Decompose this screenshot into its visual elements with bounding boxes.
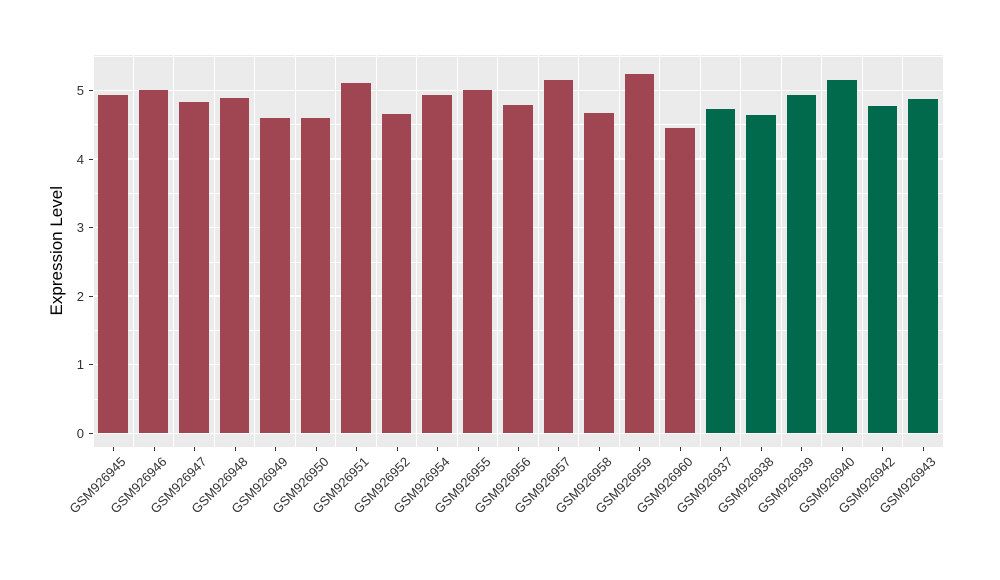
gridline-v — [92, 55, 94, 447]
gridline-major-h — [93, 89, 943, 91]
gridline-v — [659, 55, 661, 447]
bar-GSM926949 — [260, 118, 290, 433]
gridline-v — [132, 55, 134, 447]
gridline-v — [335, 55, 337, 447]
gridline-v — [740, 55, 742, 447]
x-tick-mark — [841, 447, 843, 451]
y-tick-label: 2 — [76, 288, 84, 304]
gridline-v — [497, 55, 499, 447]
bar-GSM926954 — [422, 94, 452, 433]
y-tick-label: 0 — [76, 426, 84, 441]
x-tick-mark — [315, 447, 317, 451]
y-tick-label: 1 — [76, 357, 84, 373]
bar-GSM926947 — [179, 102, 209, 433]
y-tick-mark — [89, 364, 93, 366]
y-axis-title: Expression Level — [44, 55, 70, 447]
bar-GSM926942 — [867, 106, 898, 433]
plot-panel — [92, 55, 944, 447]
bar-GSM926940 — [827, 80, 857, 433]
y-tick-label: 4 — [76, 151, 84, 167]
y-tick-mark — [89, 295, 93, 297]
x-tick-mark — [396, 447, 398, 451]
bar-GSM926946 — [138, 90, 169, 433]
gridline-v — [821, 55, 823, 447]
x-tick-mark — [598, 447, 600, 451]
gridline-v — [537, 55, 539, 447]
bar-GSM926950 — [300, 118, 331, 433]
gridline-v — [254, 55, 256, 447]
bar-GSM926948 — [219, 98, 250, 433]
gridline-minor-h — [93, 55, 943, 57]
x-tick-mark — [234, 447, 236, 451]
y-tick-mark — [89, 158, 93, 160]
y-tick-mark — [89, 433, 93, 434]
bar-GSM926959 — [624, 74, 655, 433]
bar-GSM926952 — [381, 114, 412, 433]
bar-GSM926939 — [786, 95, 817, 433]
x-tick-mark — [275, 447, 277, 451]
x-tick-mark — [801, 447, 803, 451]
x-tick-mark — [882, 447, 884, 451]
y-tick-mark — [89, 90, 93, 91]
bar-GSM926958 — [584, 112, 614, 433]
x-tick-mark — [113, 447, 115, 451]
gridline-major-h — [93, 432, 943, 434]
bar-GSM926943 — [907, 98, 938, 433]
y-tick-mark — [89, 227, 93, 229]
gridline-v — [294, 55, 296, 447]
y-tick-label: 5 — [76, 83, 84, 98]
bar-GSM926956 — [503, 105, 533, 433]
bar-GSM926955 — [462, 90, 493, 433]
bar-GSM926945 — [98, 94, 128, 433]
gridline-v — [375, 55, 377, 447]
gridline-v — [173, 55, 175, 447]
x-tick-mark — [437, 447, 439, 451]
gridline-v — [456, 55, 458, 447]
x-tick-mark — [922, 447, 924, 451]
gridline-v — [699, 55, 701, 447]
x-tick-mark — [194, 447, 196, 451]
x-tick-mark — [639, 447, 641, 451]
x-tick-mark — [720, 447, 722, 451]
gridline-v — [213, 55, 215, 447]
bar-GSM926937 — [705, 109, 736, 433]
bar-GSM926938 — [746, 115, 776, 433]
gridline-v — [861, 55, 863, 447]
gridline-v — [416, 55, 418, 447]
x-tick-mark — [518, 447, 519, 451]
x-tick-mark — [760, 447, 762, 451]
x-tick-mark — [153, 447, 155, 451]
x-tick-mark — [679, 447, 681, 451]
x-tick-mark — [477, 447, 479, 451]
gridline-v — [780, 55, 782, 447]
gridline-v — [942, 55, 944, 447]
gridline-v — [578, 55, 580, 447]
bar-GSM926960 — [665, 128, 695, 433]
bar-GSM926951 — [341, 83, 371, 433]
gridline-v — [902, 55, 904, 447]
bar-GSM926957 — [543, 79, 574, 433]
x-tick-mark — [356, 447, 358, 451]
x-tick-mark — [558, 447, 560, 451]
y-tick-label: 3 — [76, 220, 84, 236]
gridline-v — [618, 55, 620, 447]
